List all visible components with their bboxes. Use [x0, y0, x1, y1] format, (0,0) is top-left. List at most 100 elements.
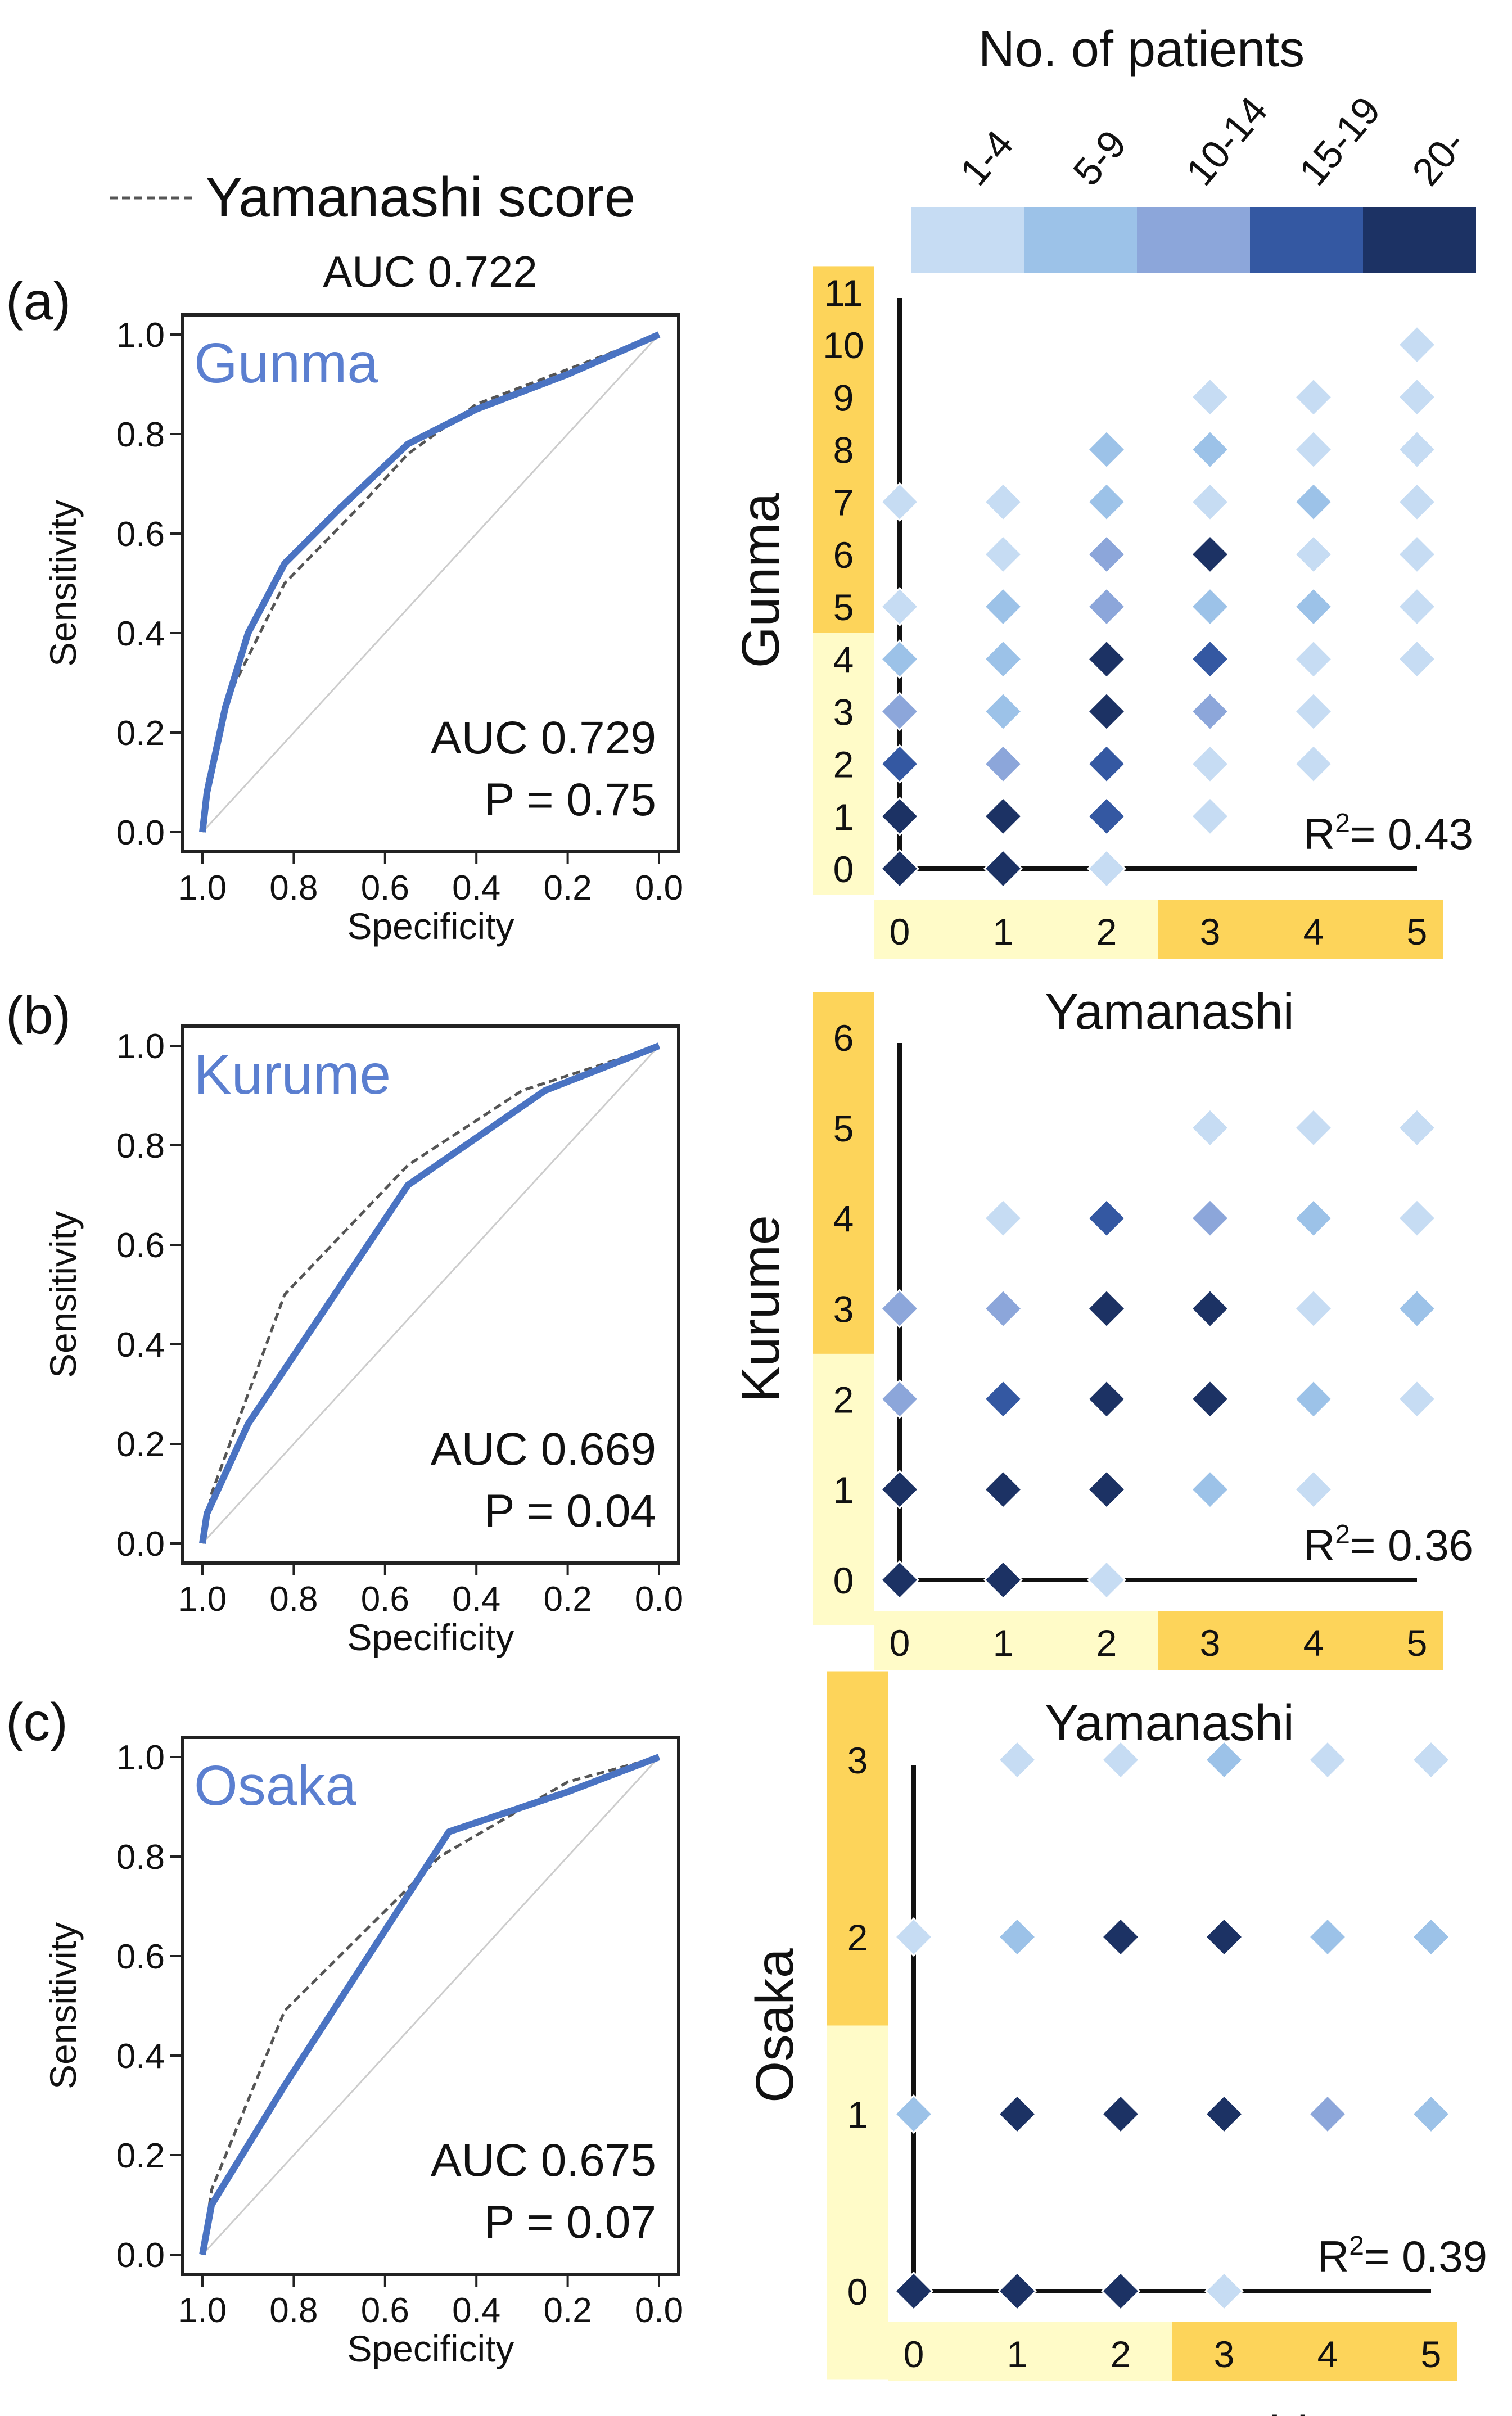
- reference-label: Yamanashi score: [205, 166, 635, 229]
- data-point: [983, 796, 1023, 836]
- data-point: [1293, 744, 1334, 784]
- y-tick-label: 0.2: [116, 714, 165, 753]
- x-tick-label: 0.6: [361, 1580, 409, 1619]
- y-axis-label: Gunma: [731, 493, 791, 669]
- y-tick-label: 2: [833, 744, 854, 785]
- color-legend: No. of patients 1-4 5-9 10-14 15-19 20-: [911, 21, 1476, 273]
- r-squared-label: R2= 0.43: [1303, 809, 1473, 859]
- data-point: [1190, 1198, 1230, 1238]
- data-point: [1293, 430, 1334, 469]
- x-axis-label: Specificity: [347, 905, 514, 947]
- x-high-band: [1158, 900, 1443, 959]
- data-point: [879, 848, 920, 889]
- y-tick-label: 0.8: [116, 1127, 165, 1166]
- y-tick-label: 0.4: [116, 2037, 165, 2076]
- x-tick-label: 0.2: [543, 1580, 592, 1619]
- r-squared-superscript: 2: [1335, 1520, 1350, 1550]
- data-point: [1100, 1740, 1141, 1780]
- x-tick-label: 0.2: [543, 2291, 592, 2330]
- data-point: [1086, 796, 1127, 836]
- x-tick-label: 4: [1317, 2333, 1338, 2375]
- p-value-label: P = 0.07: [484, 2197, 656, 2248]
- p-value-label: P = 0.04: [484, 1485, 656, 1537]
- data-point: [983, 744, 1023, 784]
- legend-title: No. of patients: [978, 21, 1305, 78]
- x-tick-label: 0.0: [635, 1580, 683, 1619]
- y-tick-label: 3: [833, 1289, 854, 1330]
- data-point: [1190, 639, 1230, 679]
- data-point: [1293, 534, 1334, 575]
- data-point: [1086, 692, 1127, 731]
- data-point: [1411, 1917, 1451, 1957]
- y-tick-label: 1.0: [116, 1738, 165, 1777]
- x-tick-label: 1.0: [178, 1580, 227, 1619]
- y-tick-label: 4: [833, 639, 854, 680]
- r-squared-superscript: 2: [1335, 809, 1350, 838]
- x-tick-label: 4: [1303, 1622, 1324, 1664]
- r-squared-value: = 0.43: [1350, 809, 1473, 859]
- y-high-band: [827, 1671, 888, 2026]
- site-title: Gunma: [194, 332, 378, 395]
- y-tick-label: 10: [823, 324, 864, 366]
- legend-swatch: [1024, 207, 1137, 273]
- data-point: [1190, 1289, 1230, 1329]
- data-point: [1190, 586, 1230, 627]
- data-point: [1397, 534, 1437, 575]
- x-tick-label: 0.4: [452, 2291, 500, 2330]
- r-squared-prefix: R: [1303, 1520, 1335, 1570]
- legend-bin-label: 20-: [1403, 122, 1474, 194]
- x-tick-label: 1: [1007, 2333, 1028, 2375]
- x-tick-label: 2: [1096, 1622, 1117, 1664]
- data-point: [1086, 1470, 1127, 1510]
- y-tick-label: 1: [833, 1469, 854, 1511]
- legend-swatch: [1363, 207, 1476, 273]
- data-point: [879, 692, 920, 731]
- data-point: [879, 796, 920, 836]
- data-point: [1397, 1198, 1437, 1238]
- y-tick-label: 6: [833, 534, 854, 576]
- x-axis-label: Specificity: [347, 2328, 514, 2369]
- data-point: [1086, 1379, 1127, 1419]
- x-tick-label: 0.0: [635, 2291, 683, 2330]
- scatter-panel-osaka: 0123450123YamanashiOsakaR2= 0.39: [745, 1671, 1487, 2416]
- x-high-band: [1158, 1611, 1443, 1670]
- data-point: [1086, 848, 1127, 889]
- data-point: [983, 1560, 1023, 1600]
- panel-letter: (a): [6, 272, 71, 331]
- data-point: [983, 692, 1023, 731]
- x-low-band: [888, 2322, 1172, 2381]
- data-point: [1293, 586, 1334, 627]
- data-point: [1307, 2094, 1348, 2134]
- data-point: [1190, 377, 1230, 417]
- y-tick-label: 4: [833, 1198, 854, 1240]
- data-point: [1086, 586, 1127, 627]
- p-value-label: P = 0.75: [484, 774, 656, 825]
- data-point: [1086, 1289, 1127, 1329]
- y-axis-label: Sensitivity: [42, 500, 84, 667]
- data-point: [997, 2271, 1037, 2311]
- data-point: [1397, 639, 1437, 679]
- data-point: [1204, 1740, 1244, 1780]
- data-point: [1100, 2271, 1141, 2311]
- legend-swatch: [911, 207, 1024, 273]
- data-point: [1100, 1917, 1141, 1957]
- x-axis-label: Yamanashi: [1059, 2406, 1308, 2416]
- y-tick-label: 0.0: [116, 814, 165, 852]
- data-point: [983, 848, 1023, 889]
- x-tick-label: 0.6: [361, 2291, 409, 2330]
- panel-letter: (b): [6, 986, 71, 1045]
- data-point: [1293, 1198, 1334, 1238]
- data-point: [1190, 692, 1230, 731]
- data-point: [1293, 1108, 1334, 1148]
- data-point: [879, 639, 920, 679]
- data-point: [1293, 1470, 1334, 1510]
- y-tick-label: 3: [833, 691, 854, 733]
- data-point: [1086, 430, 1127, 469]
- data-point: [879, 482, 920, 522]
- x-tick-label: 0.6: [361, 869, 409, 907]
- data-point: [983, 639, 1023, 679]
- data-point: [879, 744, 920, 784]
- data-point: [983, 1289, 1023, 1329]
- data-point: [879, 1379, 920, 1419]
- data-point: [1086, 639, 1127, 679]
